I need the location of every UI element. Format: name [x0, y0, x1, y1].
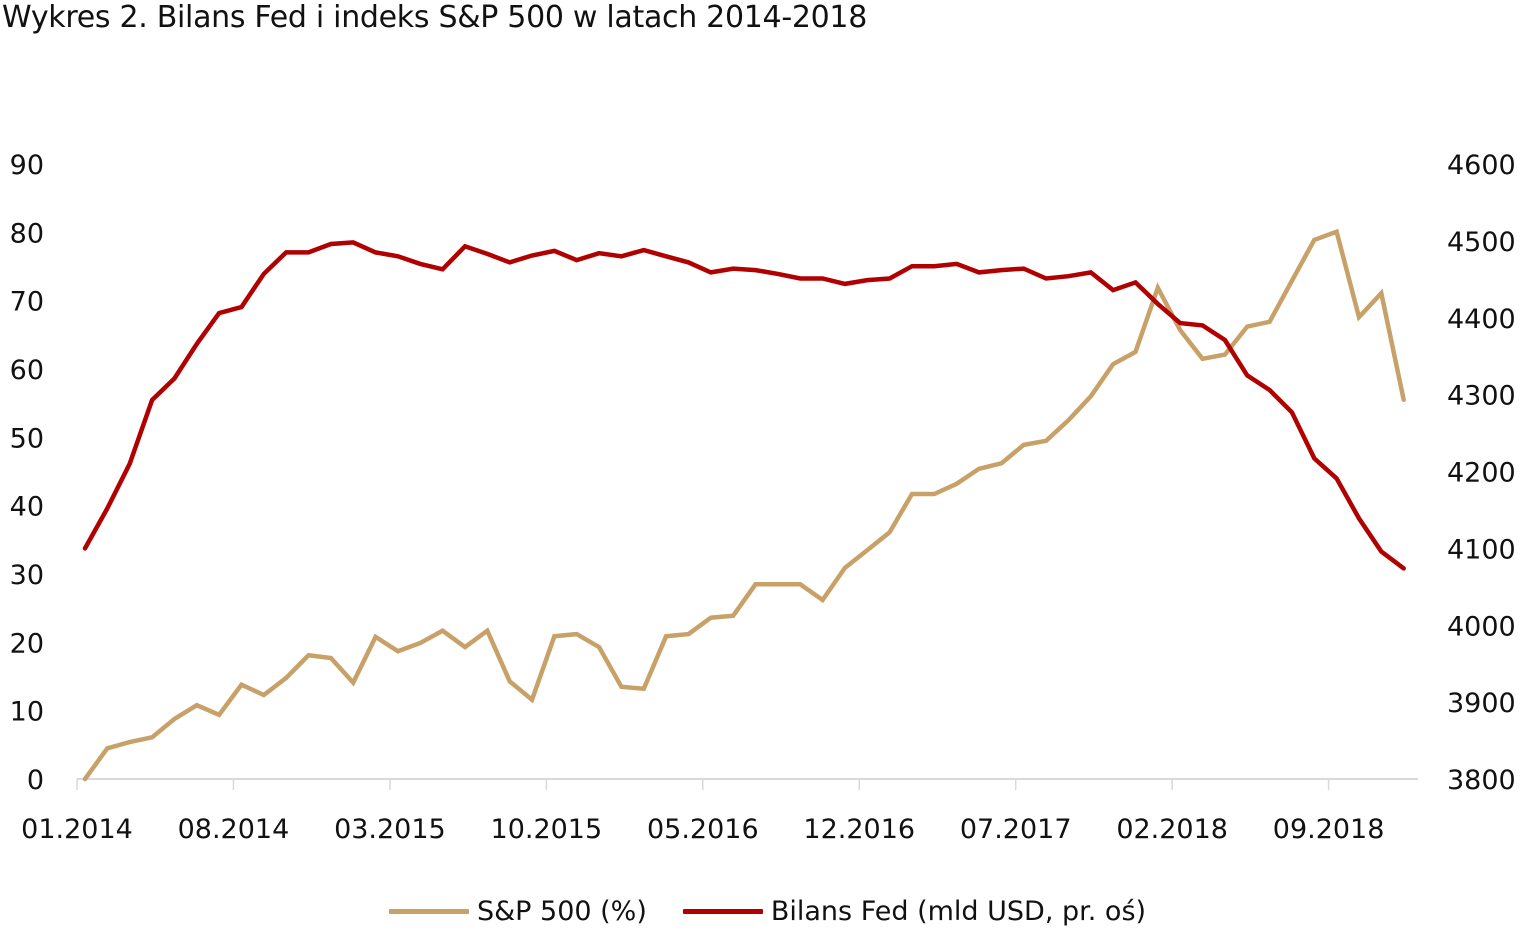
- x-tick-label: 07.2017: [960, 814, 1072, 845]
- right-tick-label: 4000: [1447, 611, 1516, 642]
- legend-label-fed: Bilans Fed (mld USD, pr. oś): [770, 896, 1147, 927]
- series-layer: [82, 228, 1406, 782]
- left-tick-label: 80: [10, 218, 44, 249]
- legend-label-sp500: S&P 500 (%): [476, 896, 647, 927]
- left-tick-label: 10: [10, 697, 44, 728]
- left-tick-label: 20: [10, 628, 44, 659]
- legend-swatch-sp500: [388, 909, 469, 914]
- right-tick-label: 4600: [1447, 150, 1516, 181]
- x-tick-label: 03.2015: [334, 814, 446, 845]
- left-tick-label: 70: [10, 287, 44, 318]
- x-tick-label: 01.2014: [21, 814, 133, 845]
- right-tick-label: 4500: [1447, 227, 1516, 258]
- left-axis-ticks: 0 10 20 30 40 50 60 70 80 90: [10, 150, 44, 796]
- series-sp500: [82, 228, 1406, 782]
- series-fed-balance: [82, 240, 1406, 571]
- x-tick-label: 02.2018: [1116, 814, 1228, 845]
- x-tick-label: 05.2016: [647, 814, 759, 845]
- legend-swatch-fed: [682, 909, 763, 914]
- right-tick-label: 4400: [1447, 304, 1516, 335]
- legend-item-fed: Bilans Fed (mld USD, pr. oś): [682, 896, 1147, 927]
- legend-item-sp500: S&P 500 (%): [388, 896, 647, 927]
- chart-title: Wykres 2. Bilans Fed i indeks S&P 500 w …: [2, 0, 868, 35]
- x-tick-label: 10.2015: [491, 814, 603, 845]
- right-tick-label: 3900: [1447, 688, 1516, 719]
- x-tick-label: 12.2016: [803, 814, 915, 845]
- left-tick-label: 60: [10, 355, 44, 386]
- left-tick-label: 50: [10, 423, 44, 454]
- series-line: [82, 228, 1406, 782]
- series-line: [82, 240, 1406, 571]
- x-tick-label: 08.2014: [178, 814, 290, 845]
- left-tick-label: 30: [10, 560, 44, 591]
- right-tick-label: 4300: [1447, 381, 1516, 412]
- left-tick-label: 90: [10, 150, 44, 181]
- right-tick-label: 4100: [1447, 534, 1516, 565]
- x-axis-ticks: 01.2014 08.2014 03.2015 10.2015 05.2016 12.20…: [21, 779, 1384, 845]
- right-axis-ticks: 3800 3900 4000 4100 4200 4300 4400 4500 4600: [1447, 150, 1516, 796]
- legend: S&P 500 (%) Bilans Fed (mld USD, pr. oś): [0, 896, 1535, 927]
- right-tick-label: 4200: [1447, 458, 1516, 489]
- x-tick-label: 09.2018: [1273, 814, 1385, 845]
- right-tick-label: 3800: [1447, 765, 1516, 796]
- left-tick-label: 40: [10, 492, 44, 523]
- left-tick-label: 0: [27, 765, 44, 796]
